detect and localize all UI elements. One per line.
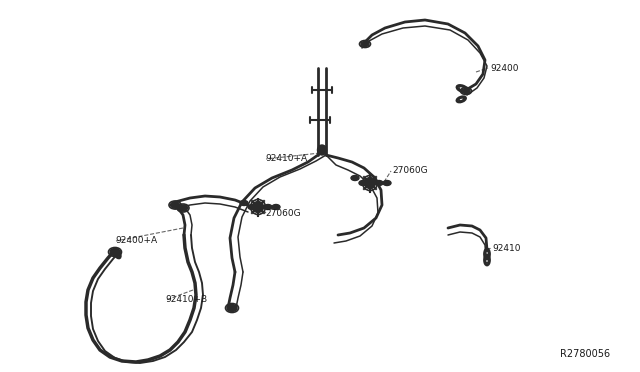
Circle shape (365, 177, 376, 189)
Ellipse shape (248, 205, 256, 209)
Text: 92410+A: 92410+A (265, 154, 307, 163)
Text: 92410: 92410 (492, 244, 520, 253)
Ellipse shape (359, 180, 367, 186)
Circle shape (253, 202, 264, 212)
Ellipse shape (367, 180, 375, 186)
Ellipse shape (179, 205, 188, 211)
Ellipse shape (375, 180, 383, 186)
Ellipse shape (462, 89, 470, 93)
Text: 27060G: 27060G (265, 208, 301, 218)
Ellipse shape (170, 202, 179, 208)
Ellipse shape (110, 248, 120, 256)
Ellipse shape (361, 42, 369, 46)
Ellipse shape (264, 205, 272, 209)
Ellipse shape (256, 205, 264, 209)
Text: 92400: 92400 (490, 64, 518, 73)
Ellipse shape (227, 305, 237, 311)
Text: R2780056: R2780056 (560, 349, 610, 359)
Ellipse shape (383, 180, 391, 186)
Text: 92410+B: 92410+B (165, 295, 207, 305)
Ellipse shape (351, 176, 359, 180)
Ellipse shape (317, 145, 326, 155)
Ellipse shape (272, 205, 280, 209)
Text: 92400+A: 92400+A (115, 235, 157, 244)
Text: 27060G: 27060G (392, 166, 428, 174)
Ellipse shape (240, 201, 248, 205)
